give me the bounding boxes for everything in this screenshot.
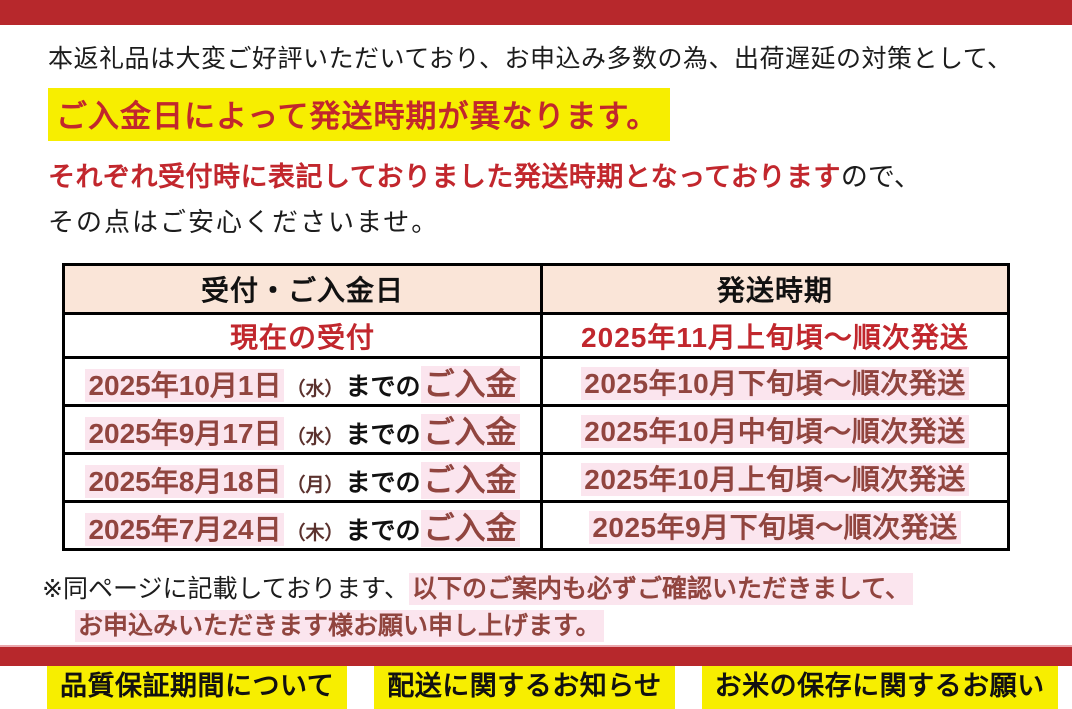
payment-deadline-cell: 2025年7月24日 （木）までのご入金: [62, 500, 543, 551]
payment-deadline-cell: 2025年9月17日 （水）までのご入金: [62, 404, 543, 455]
shipping-schedule-table: 受付・ご入金日 発送時期 現在の受付 2025年11月上旬頃〜順次発送 2025…: [62, 263, 1010, 551]
label-rice-storage: お米の保存に関するお願い: [701, 659, 1058, 709]
top-red-band: [0, 0, 1072, 25]
table-row-current: 現在の受付 2025年11月上旬頃〜順次発送: [62, 312, 1010, 359]
deadline-date: 2025年9月17日: [85, 417, 285, 450]
deadline-suffix: までの: [345, 517, 421, 545]
payment-deadline-cell: 2025年8月18日 （月）までのご入金: [62, 452, 543, 503]
bottom-red-band: [0, 645, 1072, 666]
label-delivery-notice: 配送に関するお知らせ: [374, 659, 675, 709]
payment-deadline-cell: 2025年10月1日 （水）までのご入金: [62, 356, 543, 407]
deadline-date: 2025年10月1日: [85, 369, 285, 402]
shipping-period: 2025年10月中旬頃〜順次発送: [581, 414, 969, 448]
deadline-date: 2025年7月24日: [85, 513, 285, 546]
table-row: 2025年8月18日 （月）までのご入金 2025年10月上旬頃〜順次発送: [62, 452, 1010, 503]
emphasis-line-red: それぞれ受付時に表記しておりました発送時期となっております: [48, 162, 841, 192]
current-shipping-cell: 2025年11月上旬頃〜順次発送: [540, 312, 1010, 359]
table-row: 2025年7月24日 （木）までのご入金 2025年9月下旬頃〜順次発送: [62, 500, 1010, 551]
shipping-period-cell: 2025年10月下旬頃〜順次発送: [540, 356, 1010, 407]
deadline-suffix: までの: [345, 469, 421, 497]
table-row: 2025年9月17日 （水）までのご入金 2025年10月中旬頃〜順次発送: [62, 404, 1010, 455]
intro-line: 本返礼品は大変ご好評いただいており、お申込み多数の為、出荷遅延の対策として、: [48, 45, 1013, 73]
deadline-payment: ご入金: [420, 366, 520, 403]
highlighted-headline-text: ご入金日によって発送時期が異なります。: [56, 99, 659, 134]
table-header-row: 受付・ご入金日 発送時期: [62, 263, 1010, 315]
footer-section-labels: 品質保証期間について 配送に関するお知らせ お米の保存に関するお願い: [47, 659, 1072, 709]
header-shipping-period: 発送時期: [540, 263, 1010, 315]
highlighted-headline: ご入金日によって発送時期が異なります。: [48, 88, 671, 141]
shipping-period: 2025年9月下旬頃〜順次発送: [589, 510, 961, 544]
shipping-period: 2025年10月下旬頃〜順次発送: [581, 366, 969, 400]
deadline-suffix: までの: [345, 373, 421, 401]
deadline-weekday: （木）: [286, 523, 344, 544]
emphasis-line-black: ので、: [840, 162, 921, 192]
deadline-payment: ご入金: [420, 462, 520, 499]
notice-content: 本返礼品は大変ご好評いただいており、お申込み多数の為、出荷遅延の対策として、 ご…: [0, 25, 1072, 709]
footer-note: ※同ページに記載しております、 以下のご案内も必ずご確認いただきまして、 お申込み…: [42, 571, 1072, 645]
deadline-payment: ご入金: [420, 510, 520, 547]
note-highlight-2: お申込みいただきます様お願い申し上げます。: [75, 610, 604, 642]
reassurance-line: その点はご安心くださいませ。: [48, 207, 440, 237]
shipping-period-cell: 2025年9月下旬頃〜順次発送: [540, 500, 1010, 551]
deadline-payment: ご入金: [420, 414, 520, 451]
deadline-weekday: （水）: [286, 427, 344, 448]
current-reception-cell: 現在の受付: [62, 312, 543, 359]
label-quality-guarantee: 品質保証期間について: [47, 659, 348, 709]
table-row: 2025年10月1日 （水）までのご入金 2025年10月下旬頃〜順次発送: [62, 356, 1010, 407]
deadline-weekday: （月）: [286, 475, 344, 496]
note-prefix: ※同ページに記載しております、: [42, 575, 409, 603]
deadline-suffix: までの: [345, 421, 421, 449]
header-payment-date: 受付・ご入金日: [62, 263, 543, 315]
shipping-period-cell: 2025年10月上旬頃〜順次発送: [540, 452, 1010, 503]
deadline-weekday: （水）: [286, 379, 344, 400]
emphasis-line: それぞれ受付時に表記しておりました発送時期となっておりますので、: [48, 155, 1072, 194]
shipping-period: 2025年10月上旬頃〜順次発送: [581, 462, 969, 496]
note-highlight-1: 以下のご案内も必ずご確認いただきまして、: [408, 573, 913, 605]
deadline-date: 2025年8月18日: [85, 465, 285, 498]
shipping-period-cell: 2025年10月中旬頃〜順次発送: [540, 404, 1010, 455]
